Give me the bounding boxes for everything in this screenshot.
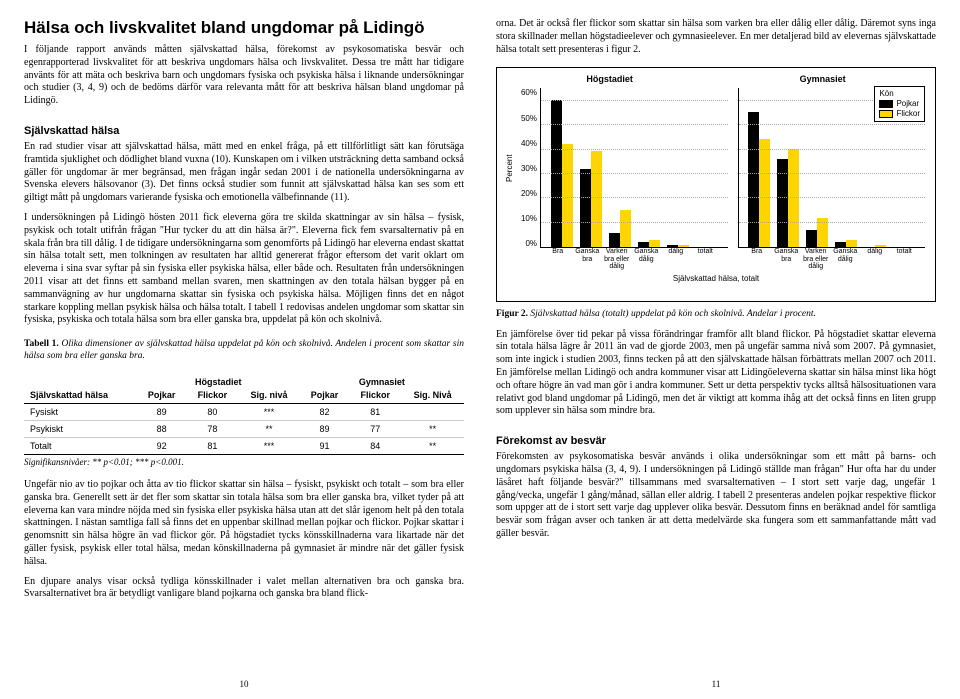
bar-pojkar <box>806 230 817 247</box>
body-paragraph: En rad studier visar att självskattad hä… <box>24 141 464 205</box>
bar-pojkar <box>835 242 846 247</box>
x-axis-labels: BraGanska braVarken bra eller dåligGansk… <box>537 248 726 270</box>
bar-group <box>667 245 689 247</box>
bar-flickor <box>678 245 689 247</box>
body-paragraph: I undersökningen på Lidingö hösten 2011 … <box>24 212 464 327</box>
x-axis-labels: BraGanska braVarken bra eller dåligGansk… <box>736 248 925 270</box>
bar-group <box>551 100 573 248</box>
chart-panel-hogstadiet <box>540 88 728 248</box>
bar-flickor <box>620 210 631 247</box>
section-heading: Förekomst av besvär <box>496 435 936 447</box>
table-1: Högstadiet Gymnasiet Självskattad hälsa … <box>24 374 464 455</box>
bar-flickor <box>875 245 886 247</box>
bar-flickor <box>759 139 770 247</box>
panel-title: Högstadiet <box>586 74 633 84</box>
significance-note: Signifikansnivåer: ** p<0.01; *** p<0.00… <box>24 457 464 469</box>
bar-group <box>806 218 828 248</box>
bar-pojkar <box>551 100 562 248</box>
bar-group <box>748 112 770 247</box>
y-axis-label: Percent <box>503 88 514 248</box>
bar-group <box>638 240 660 247</box>
bar-group <box>777 149 799 247</box>
panel-title: Gymnasiet <box>800 74 846 84</box>
table-row: Psykiskt8878**8977** <box>24 421 464 438</box>
bar-flickor <box>788 149 799 247</box>
bar-group <box>580 151 602 247</box>
page-number: 10 <box>24 679 464 689</box>
page-title: Hälsa och livskvalitet bland ungdomar på… <box>24 18 464 38</box>
bar-flickor <box>562 144 573 247</box>
figure-caption: Figur 2. Självskattad hälsa (totalt) upp… <box>496 308 936 320</box>
bar-group <box>864 245 886 247</box>
table-header-row: Självskattad hälsa Pojkar Flickor Sig. n… <box>24 387 464 404</box>
table-row: Totalt9281***9184** <box>24 438 464 455</box>
bar-flickor <box>649 240 660 247</box>
body-paragraph: Förekomsten av psykosomatiska besvär anv… <box>496 451 936 541</box>
right-page: orna. Det är också fler flickor som skat… <box>496 18 936 689</box>
left-page: Hälsa och livskvalitet bland ungdomar på… <box>24 18 464 689</box>
table-row: Fysiskt8980***8281 <box>24 404 464 421</box>
x-axis-title: Självskattad hälsa, totalt <box>503 274 929 283</box>
intro-paragraph: I följande rapport används måtten självs… <box>24 44 464 108</box>
page-number: 11 <box>496 679 936 689</box>
bar-flickor <box>846 240 857 247</box>
bar-pojkar <box>609 233 620 248</box>
body-paragraph: En djupare analys visar också tydliga kö… <box>24 576 464 602</box>
chart-legend: Kön Pojkar Flickor <box>874 86 925 122</box>
bar-flickor <box>817 218 828 248</box>
figure-2-chart: Högstadiet Gymnasiet Percent 60%50%40%30… <box>496 67 936 302</box>
bar-group <box>835 240 857 247</box>
body-paragraph: Ungefär nio av tio pojkar och åtta av ti… <box>24 479 464 569</box>
bar-pojkar <box>638 242 649 247</box>
bar-pojkar <box>580 169 591 248</box>
section-heading: Självskattad hälsa <box>24 125 464 137</box>
bar-pojkar <box>748 112 759 247</box>
bar-pojkar <box>667 245 678 247</box>
bar-group <box>609 210 631 247</box>
y-axis-ticks: 60%50%40%30%20%10%0% <box>514 88 540 248</box>
body-paragraph: orna. Det är också fler flickor som skat… <box>496 18 936 56</box>
body-paragraph: En jämförelse över tid pekar på vissa fö… <box>496 329 936 419</box>
bar-pojkar <box>777 159 788 248</box>
bar-flickor <box>591 151 602 247</box>
table-caption: Tabell 1. Olika dimensioner av självskat… <box>24 338 464 362</box>
